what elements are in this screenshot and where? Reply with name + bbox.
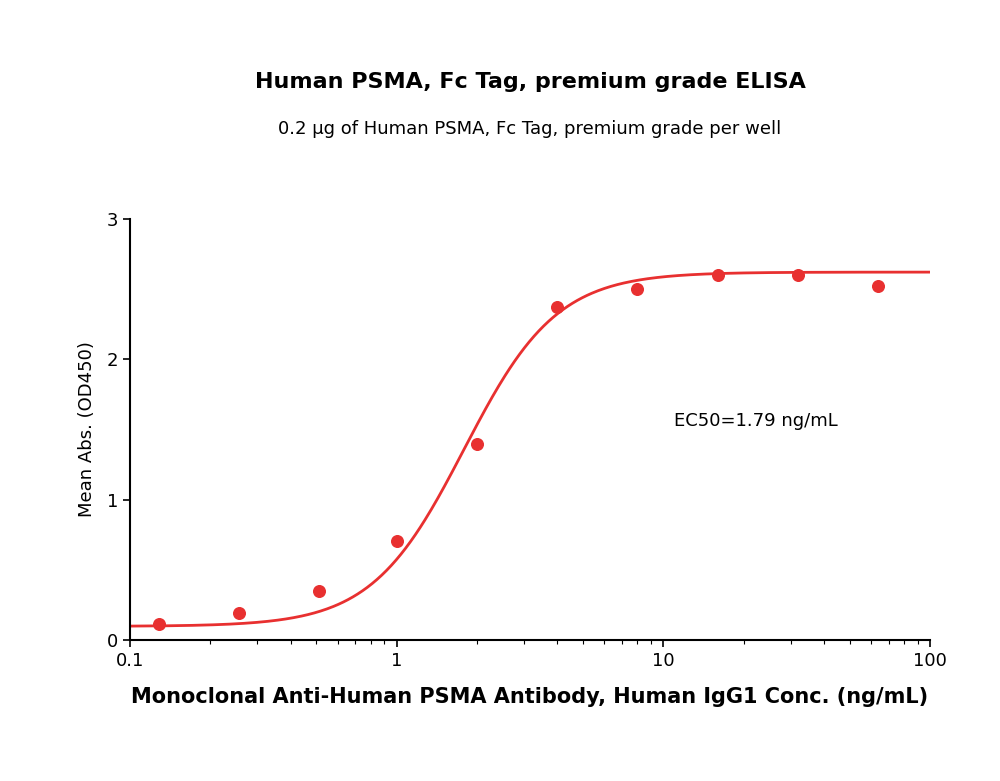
Y-axis label: Mean Abs. (OD450): Mean Abs. (OD450) [78,341,96,518]
Point [629,283,645,295]
Point [790,269,806,281]
Point [469,437,485,450]
Text: EC50=1.79 ng/mL: EC50=1.79 ng/mL [674,412,838,430]
Text: 0.2 μg of Human PSMA, Fc Tag, premium grade per well: 0.2 μg of Human PSMA, Fc Tag, premium gr… [278,119,782,138]
Point [549,301,565,313]
Point [231,607,247,619]
Point [710,269,726,281]
X-axis label: Monoclonal Anti-Human PSMA Antibody, Human IgG1 Conc. (ng/mL): Monoclonal Anti-Human PSMA Antibody, Hum… [131,687,929,707]
Text: Human PSMA, Fc Tag, premium grade ELISA: Human PSMA, Fc Tag, premium grade ELISA [255,72,805,92]
Point [389,534,405,547]
Point [311,584,327,597]
Point [151,617,167,629]
Point [870,280,886,292]
